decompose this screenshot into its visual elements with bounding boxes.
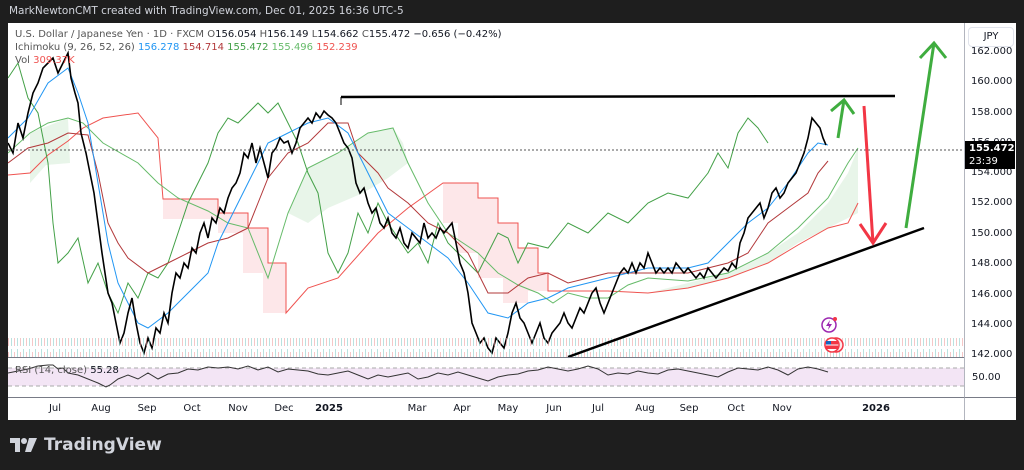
price-tick: 142.000 [971,349,1013,360]
price-chart[interactable] [8,23,964,397]
span-b-value: 152.239 [316,42,358,53]
time-tick: Sep [137,403,157,414]
time-tick: Jun [546,403,562,414]
price-tick: 146.000 [971,289,1013,300]
currency-button[interactable]: JPY [968,27,1014,47]
last-price-label: 155.472 23:39 [965,141,1015,169]
span-a-line [8,117,859,304]
time-tick: Dec [274,403,294,414]
span-a-value: 155.496 [271,42,314,53]
price-tick: 144.000 [971,319,1013,330]
volume-row[interactable]: Vol 309.37K [15,54,502,67]
bull-cloud-2 [288,128,408,223]
volume-bars [8,338,964,357]
tradingview-logo-icon [10,438,37,452]
bear-cloud-2 [443,183,548,303]
price-tick: 158.000 [971,107,1013,118]
rsi-line [8,364,829,388]
low-value: 154.662 [317,29,359,40]
change-value: −0.656 (−0.42%) [413,29,502,40]
rsi-legend[interactable]: RSI (14, close) 55.28 [15,365,119,376]
attribution-text: MarkNewtonCMT created with TradingView.c… [9,5,404,17]
time-tick: Jul [48,403,62,414]
kijun-line [8,122,829,294]
time-tick: Nov [772,403,792,414]
right-margin [1016,23,1024,420]
time-tick: Oct [183,403,201,414]
time-tick: May [497,403,519,414]
ichimoku-row[interactable]: Ichimoku (9, 26, 52, 26) 156.278 154.714… [15,41,502,54]
tradingview-logo[interactable]: TradingView [10,435,162,455]
high-value: 156.149 [267,29,309,40]
time-tick: Sep [679,403,699,414]
ichimoku-label: Ichimoku (9, 26, 52, 26) [15,42,135,53]
footer [0,420,1024,470]
open-value: 156.054 [215,29,257,40]
rsi-band [8,368,964,386]
time-axis[interactable]: Jul Aug Sep Oct Nov Dec 2025 Mar Apr May… [8,397,964,420]
time-tick: Nov [228,403,248,414]
bull-cloud-3 [648,148,858,293]
support-line [567,226,925,359]
time-tick-year: 2026 [862,403,890,414]
kijun-value: 154.714 [182,42,224,53]
bar-countdown: 23:39 [969,156,998,167]
last-price-value: 155.472 [969,143,1015,154]
rsi-pane-separator[interactable] [8,357,1016,358]
rsi-value: 55.28 [90,365,119,376]
time-tick: Jul [591,403,605,414]
symbol-row: U.S. Dollar / Japanese Yen · 1D · FXCM O… [15,29,502,40]
volume-label: Vol [15,55,30,66]
axis-corner [964,397,1017,420]
time-tick: Aug [635,403,655,414]
brand-name: TradingView [44,435,162,455]
chart-legend: U.S. Dollar / Japanese Yen · 1D · FXCM O… [15,28,502,67]
event-icons[interactable] [821,317,844,353]
time-tick: Apr [453,403,471,414]
span-b-line [8,112,859,315]
arrow-down [858,105,888,246]
price-tick: 160.000 [971,76,1013,87]
price-tick: 162.000 [971,46,1013,57]
price-tick: 154.000 [971,167,1013,178]
price-tick: 150.000 [971,228,1013,239]
attribution-bar: MarkNewtonCMT created with TradingView.c… [0,0,1024,22]
symbol-name[interactable]: U.S. Dollar / Japanese Yen · 1D · FXCM [15,29,205,40]
price-tick: 152.000 [971,197,1013,208]
time-tick: Aug [91,403,111,414]
time-tick: Mar [407,403,427,414]
arrow-up-small [830,97,856,139]
arrow-up-large [904,40,948,229]
rsi-axis-tick: 50.00 [972,372,1001,383]
volume-value: 309.37K [33,55,75,66]
tenkan-value: 156.278 [138,42,180,53]
time-tick-year: 2025 [315,403,343,414]
rsi-label: RSI (14, close) [15,365,88,376]
tenkan-line [8,67,829,329]
price-axis[interactable]: JPY 162.000 160.000 158.000 156.000 154.… [964,23,1017,397]
bear-cloud [163,199,286,313]
price-tick: 148.000 [971,258,1013,269]
chikou-value: 155.472 [227,42,269,53]
time-tick: Oct [727,403,745,414]
resistance-line [340,94,896,99]
close-value: 155.472 [368,29,411,40]
